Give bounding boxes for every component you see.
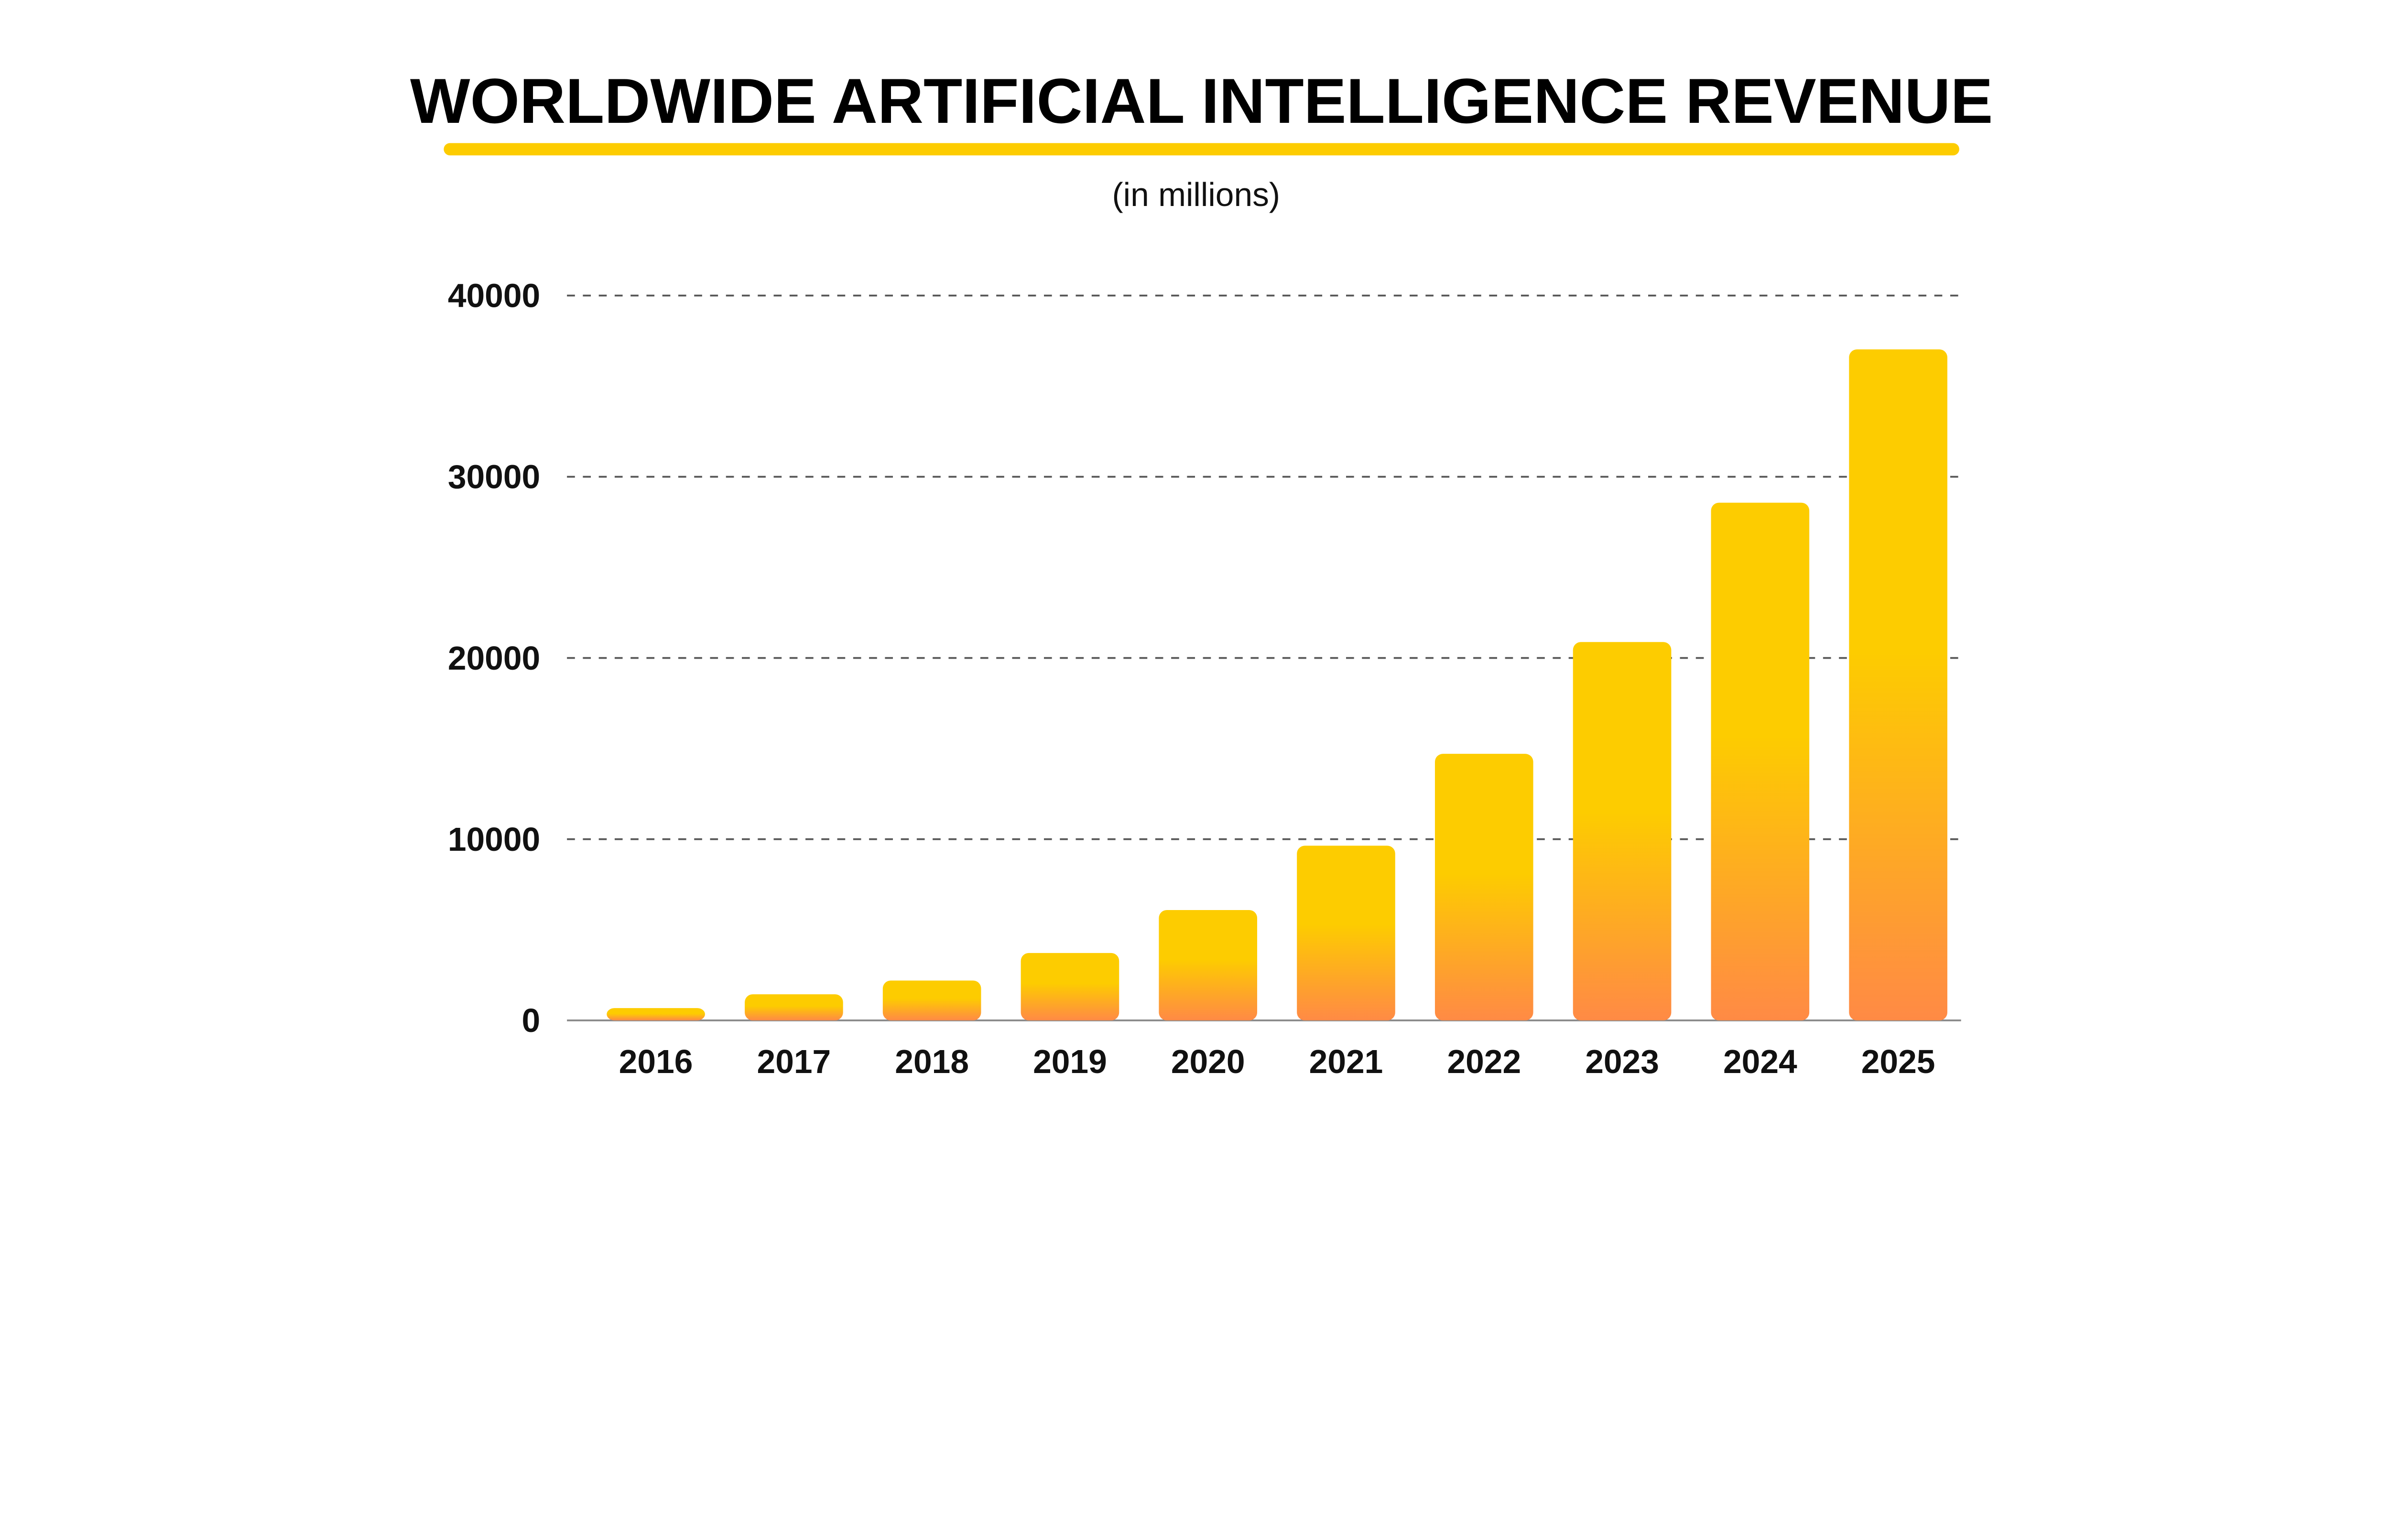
y-tick-label: 0	[522, 1002, 541, 1039]
bar-chart: WORLDWIDE ARTIFICIAL INTELLIGENCE REVENU…	[410, 66, 1993, 1081]
x-tick-label: 2020	[1171, 1043, 1245, 1080]
title-underline	[444, 143, 1959, 156]
bar-2021	[1297, 846, 1395, 1020]
x-tick-label: 2019	[1033, 1043, 1107, 1080]
bar-2024	[1711, 502, 1810, 1020]
x-tick-label: 2016	[619, 1043, 693, 1080]
x-tick-label: 2022	[1447, 1043, 1521, 1080]
bar-2023	[1573, 642, 1672, 1020]
chart-title: WORLDWIDE ARTIFICIAL INTELLIGENCE REVENU…	[410, 66, 1993, 137]
bar-2017	[745, 994, 843, 1020]
chart-subtitle: (in millions)	[1112, 176, 1280, 213]
y-tick-label: 40000	[448, 277, 540, 315]
bars	[607, 349, 1947, 1020]
x-tick-label: 2024	[1723, 1043, 1797, 1080]
y-tick-label: 30000	[448, 458, 540, 496]
x-tick-label: 2017	[757, 1043, 831, 1080]
y-tick-label: 10000	[448, 821, 540, 858]
bar-2025	[1849, 349, 1947, 1020]
x-tick-label: 2023	[1585, 1043, 1659, 1080]
bar-2022	[1434, 754, 1533, 1020]
x-tick-label: 2021	[1309, 1043, 1383, 1080]
x-tick-label: 2025	[1861, 1043, 1935, 1080]
bar-2018	[882, 980, 981, 1020]
bar-2019	[1021, 953, 1119, 1020]
tick-labels: 0 10000 20000 30000 40000 2016 2017 2018 2019 202…	[448, 277, 1935, 1081]
y-tick-label: 20000	[448, 640, 540, 677]
bar-2020	[1159, 910, 1258, 1020]
bar-2016	[607, 1008, 705, 1020]
x-tick-label: 2018	[895, 1043, 969, 1080]
